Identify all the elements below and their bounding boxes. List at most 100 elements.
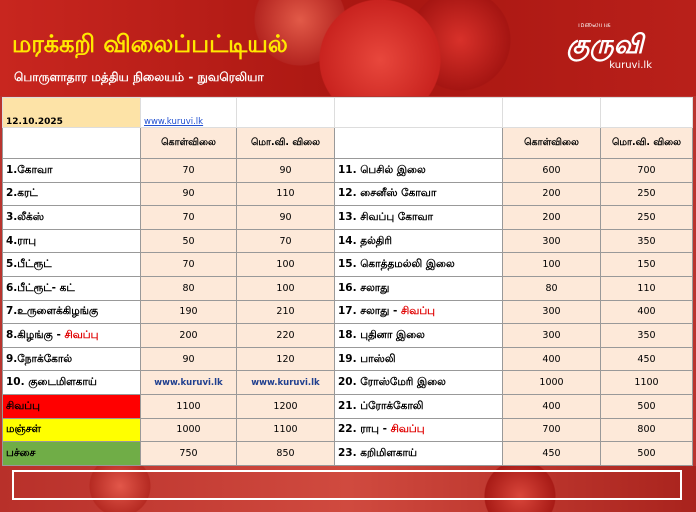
sell-price: 250 bbox=[600, 181, 693, 207]
website-link[interactable]: www.kuruvi.lk bbox=[144, 117, 204, 127]
item-highlight: சிவப்பு bbox=[401, 305, 435, 318]
item-name: 17. சலாது - bbox=[338, 305, 402, 318]
buy-price: 1100 bbox=[140, 393, 237, 419]
sell-price: 450 bbox=[600, 346, 693, 372]
sell-price: 1100 bbox=[600, 370, 693, 395]
empty-cell bbox=[502, 97, 601, 128]
sell-price: 1200 bbox=[236, 393, 335, 419]
sell-price: 500 bbox=[600, 393, 693, 419]
date: 12.10.2025 bbox=[2, 97, 141, 128]
item-row: 9.நோக்கோல் 90 120 19. பாஸ்லி 400 450 bbox=[2, 346, 693, 372]
item-row: 7.உருளைக்கிழங்கு 190 210 17. சலாது - சிவப்ப… bbox=[2, 299, 693, 325]
sell-price: 110 bbox=[236, 181, 335, 207]
item-name: 18. புதினா இலை bbox=[338, 328, 425, 341]
buy-price: 200 bbox=[502, 181, 601, 207]
item-cell: 7.உருளைக்கிழங்கு bbox=[2, 299, 141, 325]
item-cell: 10. குடைமிளகாய் bbox=[2, 370, 141, 395]
item-cell: 9.நோக்கோல் bbox=[2, 346, 141, 372]
item-cell: 12. சைனீஸ் கோவா bbox=[334, 181, 503, 207]
buy-price: www.kuruvi.lk bbox=[140, 370, 237, 395]
item-cell: சிவப்பு bbox=[2, 393, 141, 419]
subtitle: பொருளாதார மத்திய நிலையம் - நுவரெலியா bbox=[14, 70, 264, 84]
sell-price: www.kuruvi.lk bbox=[236, 370, 335, 395]
buy-price: 70 bbox=[140, 252, 237, 277]
item-cell: 11. பெசில் இலை bbox=[334, 158, 503, 183]
item-name: 13. சிவப்பு கோவா bbox=[338, 210, 434, 223]
sell-price: 110 bbox=[600, 275, 693, 301]
buy-price: 1000 bbox=[140, 417, 237, 443]
item-cell: 2.கரட் bbox=[2, 181, 141, 207]
buy-price: 50 bbox=[140, 228, 237, 254]
buy-price: 300 bbox=[502, 228, 601, 254]
item-name: 2.கரட் bbox=[6, 187, 38, 200]
sell-price: 150 bbox=[600, 252, 693, 277]
item-name: 7.உருளைக்கிழங்கு bbox=[6, 305, 99, 318]
sell-price: 700 bbox=[600, 158, 693, 183]
item-name: 1.கோவா bbox=[6, 163, 53, 176]
sell-price: 90 bbox=[236, 158, 335, 183]
sell-price: 850 bbox=[236, 441, 335, 466]
item-name: 20. ரோஸ்மேரி இலை bbox=[338, 376, 446, 389]
buy-price: 90 bbox=[140, 181, 237, 207]
item-row: 8.கிழங்கு - சிவப்பு 200 220 18. புதினா இலை 3… bbox=[2, 323, 693, 348]
item-cell: 20. ரோஸ்மேரி இலை bbox=[334, 370, 503, 395]
item-row: சிவப்பு 1100 1200 21. ப்ரோக்கோலி 400 500 bbox=[2, 393, 693, 419]
item-cell: 23. கறிமிளகாய் bbox=[334, 441, 503, 466]
item-row: 10. குடைமிளகாய் www.kuruvi.lk www.kuruvi.l… bbox=[2, 370, 693, 395]
item-name: 16. சலாது bbox=[338, 281, 390, 294]
table-body: 12.10.2025 www.kuruvi.lk கொள்விலை மொ.வி.… bbox=[2, 97, 693, 466]
sell-price: 500 bbox=[600, 441, 693, 466]
buy-price: 400 bbox=[502, 393, 601, 419]
item-name: 23. கறிமிளகாய் bbox=[338, 446, 418, 459]
buy-price: 100 bbox=[502, 252, 601, 277]
item-name: 14. தல்திரி bbox=[338, 234, 392, 247]
sell-price: 120 bbox=[236, 346, 335, 372]
buy-price: 600 bbox=[502, 158, 601, 183]
item-name: 19. பாஸ்லி bbox=[338, 352, 396, 365]
item-cell: 14. தல்திரி bbox=[334, 228, 503, 254]
item-cell: 6.பீட்ரூட்- கட் bbox=[2, 275, 141, 301]
item-cell: 5.பீட்ரூட் bbox=[2, 252, 141, 277]
sell-price: 400 bbox=[600, 299, 693, 325]
item-row: 6.பீட்ரூட்- கட் 80 100 16. சலாது 80 110 bbox=[2, 275, 693, 301]
item-name: 9.நோக்கோல் bbox=[6, 352, 73, 365]
empty-cell bbox=[600, 97, 693, 128]
item-name: 12. சைனீஸ் கோவா bbox=[338, 187, 437, 200]
buy-price: 300 bbox=[502, 299, 601, 325]
header-banner: மரக்கறி விலைப்பட்டியல் பொருளாதார மத்திய … bbox=[0, 0, 696, 96]
logo-text: குருவி bbox=[566, 30, 644, 60]
sell-price: 100 bbox=[236, 275, 335, 301]
info-row: 12.10.2025 www.kuruvi.lk bbox=[2, 97, 693, 128]
column-header: மொ.வி. விலை bbox=[236, 127, 335, 159]
logo-tag: மலையக bbox=[578, 20, 611, 29]
buy-price: 70 bbox=[140, 205, 237, 230]
item-row: 2.கரட் 90 110 12. சைனீஸ் கோவா 200 250 bbox=[2, 181, 693, 207]
item-name: பச்சை bbox=[6, 446, 36, 459]
item-name: 22. ராபு - bbox=[338, 423, 391, 436]
column-header: கொள்விலை bbox=[140, 127, 237, 159]
item-cell: 13. சிவப்பு கோவா bbox=[334, 205, 503, 230]
buy-price: 450 bbox=[502, 441, 601, 466]
item-row: பச்சை 750 850 23. கறிமிளகாய் 450 500 bbox=[2, 441, 693, 466]
buy-price: 300 bbox=[502, 323, 601, 348]
empty-cell bbox=[236, 97, 335, 128]
buy-price: 200 bbox=[140, 323, 237, 348]
item-cell: 4.ராபு bbox=[2, 228, 141, 254]
sell-price: 350 bbox=[600, 228, 693, 254]
item-name: 21. ப்ரோக்கோலி bbox=[338, 399, 424, 412]
website-cell: www.kuruvi.lk bbox=[140, 97, 237, 128]
buy-price: 90 bbox=[140, 346, 237, 372]
footer-image bbox=[0, 466, 696, 512]
item-cell: 15. கொத்தமல்லி இலை bbox=[334, 252, 503, 277]
item-name: மஞ்சள் bbox=[6, 423, 42, 436]
buy-price: 200 bbox=[502, 205, 601, 230]
item-row: 5.பீட்ரூட் 70 100 15. கொத்தமல்லி இலை 100 150 bbox=[2, 252, 693, 277]
item-name: 15. கொத்தமல்லி இலை bbox=[338, 258, 455, 271]
item-cell: பச்சை bbox=[2, 441, 141, 466]
buy-price: 700 bbox=[502, 417, 601, 443]
logo: மலையக குருவி kuruvi.lk bbox=[540, 20, 670, 90]
item-cell: 17. சலாது - சிவப்பு bbox=[334, 299, 503, 325]
item-row: மஞ்சள் 1000 1100 22. ராபு - சிவப்பு 700 800 bbox=[2, 417, 693, 443]
sell-price: 250 bbox=[600, 205, 693, 230]
